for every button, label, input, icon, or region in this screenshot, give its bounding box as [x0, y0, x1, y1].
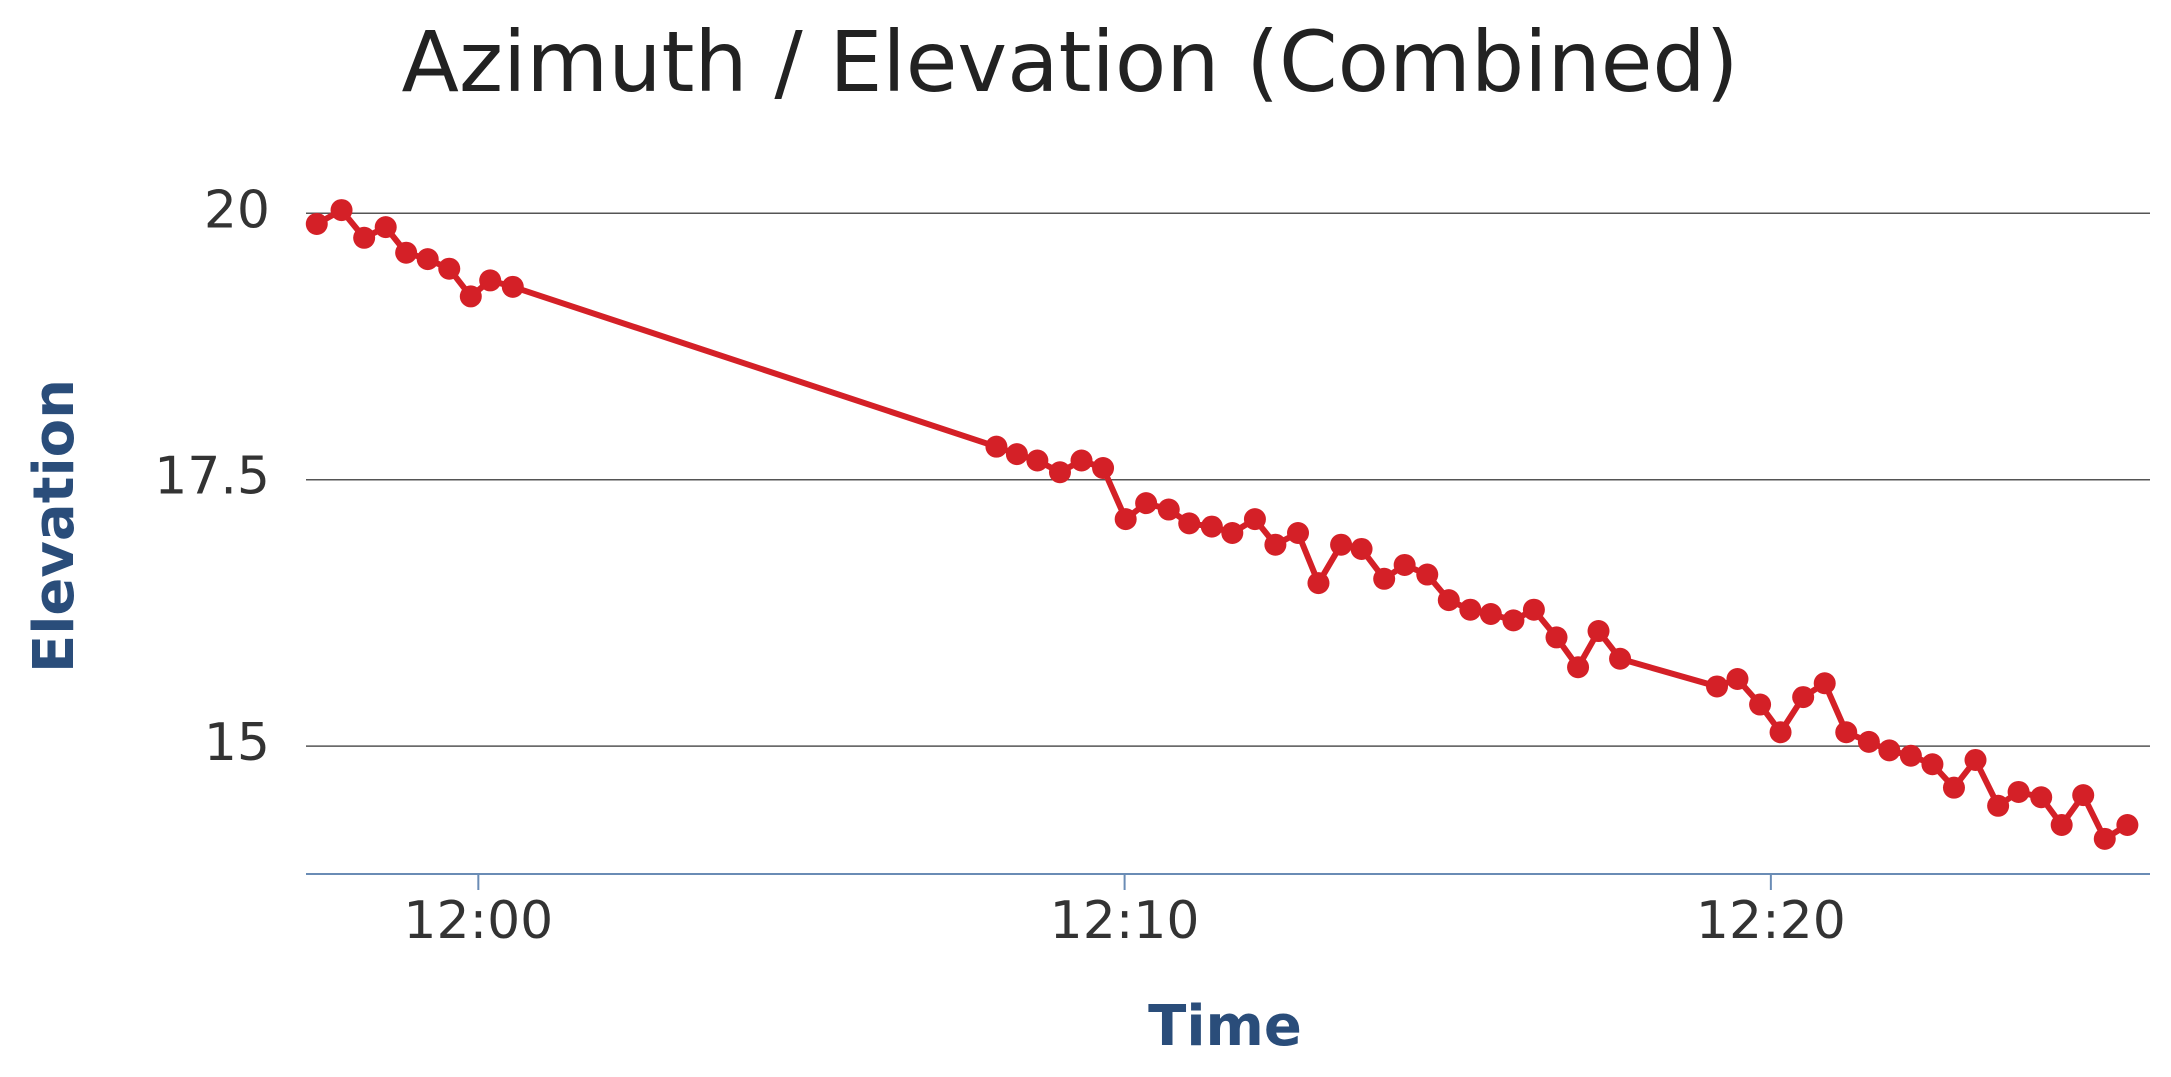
data-point [1545, 626, 1568, 649]
data-point [985, 435, 1008, 458]
data-point [1459, 598, 1482, 621]
data-point [1792, 686, 1815, 709]
chart-title: Azimuth / Elevation (Combined) [401, 13, 1738, 111]
data-point [1200, 515, 1223, 538]
data-point [1479, 602, 1502, 625]
data-point [459, 285, 482, 308]
data-point [330, 199, 353, 222]
data-point [1070, 449, 1093, 472]
data-point [1749, 693, 1772, 716]
data-point [1921, 753, 1944, 776]
x-tick-label: 12:00 [403, 891, 553, 951]
data-point [2030, 786, 2053, 809]
data-point [1437, 589, 1460, 612]
data-point [479, 269, 502, 292]
data-point [1048, 461, 1071, 484]
data-point [1393, 553, 1416, 576]
data-point [1878, 739, 1901, 762]
data-point [1587, 620, 1610, 643]
data-point [2116, 813, 2139, 836]
data-point [1609, 647, 1632, 670]
data-point [1706, 675, 1729, 698]
data-point [1114, 508, 1137, 531]
y-tick-label: 15 [204, 713, 270, 773]
data-point [1899, 744, 1922, 767]
data-point [1769, 721, 1792, 744]
data-point [1416, 563, 1439, 586]
data-point [2072, 784, 2095, 807]
x-tick-label: 12:10 [1050, 891, 1200, 951]
data-point [1964, 748, 1987, 771]
data-point [374, 216, 397, 239]
data-point [2007, 780, 2030, 803]
data-point [1813, 672, 1836, 695]
data-point [1373, 567, 1396, 590]
data-point [305, 212, 328, 235]
data-point [1502, 609, 1525, 632]
data-point [353, 226, 376, 249]
data-point [1350, 537, 1373, 560]
data-point [1157, 498, 1180, 521]
data-point [1026, 449, 1049, 472]
data-point [1092, 456, 1115, 479]
data-point [1221, 521, 1244, 544]
y-axis-title: Elevation [22, 379, 87, 673]
x-tick-label: 12:20 [1696, 891, 1846, 951]
data-point [1987, 794, 2010, 817]
data-point [1522, 598, 1545, 621]
x-axis-title: Time [1148, 994, 1302, 1059]
data-point [1942, 776, 1965, 799]
data-point [2093, 827, 2116, 850]
data-point [395, 241, 418, 264]
data-point [501, 275, 524, 298]
data-point [1567, 656, 1590, 679]
data-point [1330, 533, 1353, 556]
data-point [438, 257, 461, 280]
y-tick-label: 17.5 [154, 447, 270, 507]
data-point [1264, 533, 1287, 556]
y-tick-label: 20 [204, 180, 270, 240]
data-point [1243, 508, 1266, 531]
data-point [1178, 512, 1201, 535]
data-point [1287, 521, 1310, 544]
data-point [416, 248, 439, 271]
data-point [1726, 667, 1749, 690]
data-point [1857, 730, 1880, 753]
data-point [1005, 443, 1028, 466]
data-point [1835, 721, 1858, 744]
data-point [1307, 572, 1330, 595]
data-point [2050, 813, 2073, 836]
data-point [1135, 492, 1158, 515]
